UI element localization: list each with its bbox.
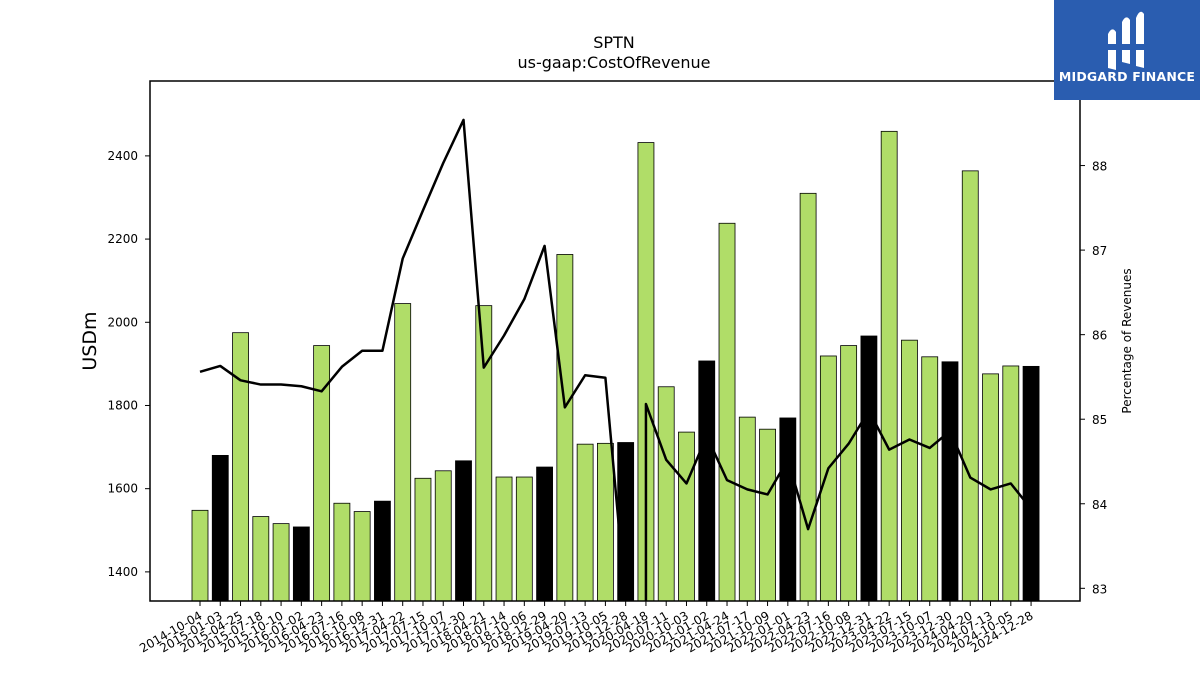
bars-layer bbox=[191, 130, 1040, 602]
bar bbox=[556, 254, 574, 602]
bar bbox=[394, 303, 412, 602]
bar bbox=[211, 454, 229, 602]
y2-tick-label: 87 bbox=[1092, 244, 1107, 258]
bar bbox=[434, 470, 452, 602]
bar bbox=[292, 526, 310, 602]
bar bbox=[860, 335, 878, 602]
y2-tick-label: 85 bbox=[1092, 413, 1107, 427]
bar bbox=[779, 417, 797, 602]
chart-subtitle: us-gaap:CostOfRevenue bbox=[517, 53, 710, 72]
x-axis: 2014-10-042015-01-032015-04-252015-07-18… bbox=[137, 601, 1036, 655]
bar bbox=[1022, 365, 1040, 602]
bar bbox=[880, 130, 898, 602]
y-tick-label: 1600 bbox=[107, 482, 138, 496]
bar bbox=[678, 431, 695, 602]
bar bbox=[759, 428, 776, 602]
bar bbox=[718, 222, 736, 602]
bar bbox=[901, 339, 918, 602]
bar bbox=[597, 442, 614, 602]
chart-title: SPTN bbox=[593, 33, 635, 52]
bar bbox=[698, 360, 716, 602]
y2-tick-label: 83 bbox=[1092, 582, 1107, 596]
bar bbox=[617, 442, 635, 602]
y-axis-label: USDm bbox=[79, 311, 101, 370]
bar bbox=[819, 355, 837, 602]
y2-tick-label: 88 bbox=[1092, 160, 1107, 174]
bar bbox=[475, 305, 493, 602]
y-axis-left: 1400 1600 1800 2000 2200 2400 bbox=[107, 149, 150, 579]
bar bbox=[353, 511, 371, 602]
y-tick-label: 2200 bbox=[107, 232, 138, 246]
y2-axis-label: Percentage of Revenues bbox=[1120, 268, 1134, 413]
y-tick-label: 2400 bbox=[107, 149, 138, 163]
y-tick-label: 2000 bbox=[107, 315, 138, 329]
bar bbox=[536, 466, 553, 602]
bar bbox=[840, 345, 858, 602]
y-axis-right: 83 84 85 86 87 88 bbox=[1080, 160, 1107, 596]
bar bbox=[455, 460, 472, 602]
y2-tick-label: 86 bbox=[1092, 329, 1107, 343]
y-tick-label: 1800 bbox=[107, 398, 138, 412]
y2-tick-label: 84 bbox=[1092, 498, 1107, 512]
logo-text: MIDGARD FINANCE bbox=[1058, 69, 1196, 84]
bar bbox=[272, 523, 290, 602]
bar bbox=[657, 386, 675, 602]
bar bbox=[232, 332, 249, 602]
bar bbox=[941, 361, 959, 602]
y-tick-label: 1400 bbox=[107, 565, 138, 579]
bar bbox=[515, 476, 533, 602]
bar bbox=[252, 516, 270, 602]
bar bbox=[738, 416, 756, 602]
bar bbox=[576, 443, 594, 602]
line-layer bbox=[199, 118, 1033, 602]
bar bbox=[921, 356, 939, 602]
bar bbox=[414, 477, 432, 602]
series-line bbox=[199, 118, 1033, 602]
bar bbox=[961, 170, 979, 602]
bar bbox=[191, 509, 209, 602]
plot-frame bbox=[149, 80, 1081, 602]
bar bbox=[333, 502, 351, 602]
brand-logo: MIDGARD FINANCE bbox=[1054, 0, 1200, 100]
bar bbox=[495, 476, 513, 602]
bar bbox=[374, 500, 391, 602]
logo-mark-icon bbox=[1106, 11, 1150, 70]
bar bbox=[799, 192, 817, 602]
